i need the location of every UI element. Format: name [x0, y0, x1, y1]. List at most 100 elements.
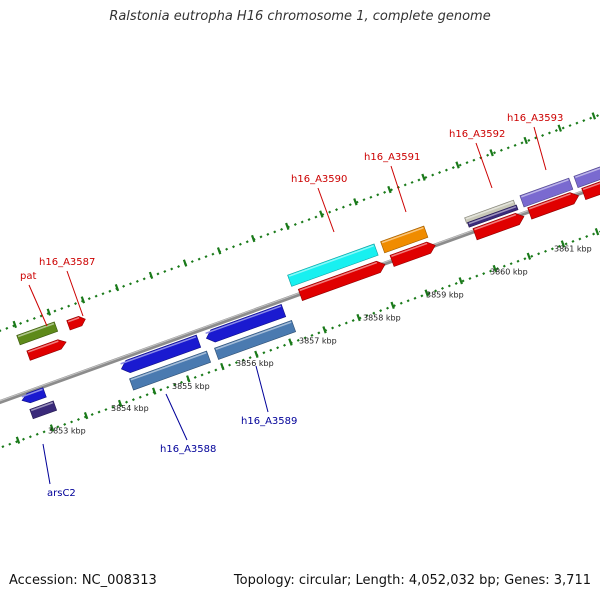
minor-tick — [39, 314, 43, 318]
minor-tick — [427, 291, 431, 295]
minor-tick — [383, 190, 387, 194]
minor-tick — [331, 326, 335, 330]
major-tick — [455, 161, 460, 169]
minor-tick — [293, 222, 297, 226]
feature-blue-cds — [120, 334, 202, 373]
minor-tick — [328, 210, 332, 214]
minor-tick — [513, 143, 517, 147]
feature-red-cds — [581, 181, 600, 201]
reverse-tick-row — [1, 228, 600, 449]
minor-tick — [454, 281, 458, 285]
minor-tick — [74, 302, 78, 306]
feature-navy-cds — [467, 204, 519, 228]
feature-highlight — [582, 182, 600, 191]
feature-body — [21, 387, 47, 404]
minor-tick — [438, 171, 442, 175]
feature-highlight — [474, 214, 517, 231]
minor-tick — [486, 153, 490, 157]
minor-tick — [372, 311, 376, 315]
feature-body — [297, 260, 386, 301]
gene-leader-line — [475, 142, 493, 189]
minor-tick — [245, 240, 249, 244]
minor-tick — [248, 356, 252, 360]
major-tick — [523, 136, 528, 145]
minor-tick — [60, 307, 64, 311]
gene-label: arsC2 — [47, 488, 76, 499]
minor-tick — [527, 138, 531, 142]
gene-label: pat — [20, 271, 36, 282]
feature-highlight — [575, 167, 600, 179]
feature-highlight — [17, 322, 55, 338]
minor-tick — [76, 417, 80, 421]
minor-tick — [440, 286, 444, 290]
ruler-label: 3859 kbp — [426, 291, 464, 300]
minor-tick — [317, 331, 321, 335]
minor-tick — [365, 314, 369, 318]
major-tick — [322, 326, 327, 334]
feature-body — [472, 212, 525, 241]
feature-body — [129, 350, 212, 391]
minor-tick — [111, 405, 115, 409]
feature-highlight — [391, 242, 428, 258]
minor-tick — [530, 254, 534, 258]
minor-tick — [585, 234, 589, 238]
major-tick — [390, 301, 395, 309]
minor-tick — [589, 116, 593, 120]
feature-body — [380, 225, 429, 254]
minor-tick — [177, 265, 181, 269]
major-tick — [114, 283, 120, 292]
minor-tick — [413, 296, 417, 300]
minor-tick — [238, 242, 242, 246]
minor-tick — [8, 442, 12, 446]
minor-tick — [376, 193, 380, 197]
major-tick — [83, 411, 89, 420]
feature-body — [29, 400, 58, 420]
minor-tick — [475, 274, 479, 278]
major-tick — [216, 247, 222, 255]
feature-highlight — [521, 179, 569, 198]
minor-tick — [197, 257, 201, 261]
minor-tick — [166, 385, 170, 389]
minor-tick — [145, 393, 149, 397]
feature-red-cds — [26, 339, 67, 361]
minor-tick — [280, 227, 284, 231]
gene-label: h16_A3590 — [291, 174, 347, 185]
minor-tick — [537, 252, 541, 256]
major-tick — [560, 240, 566, 248]
gene-label: h16_A3592 — [449, 129, 505, 140]
minor-tick — [67, 304, 71, 308]
minor-tick — [431, 173, 435, 177]
minor-tick — [582, 119, 586, 123]
minor-tick — [207, 370, 211, 374]
minor-tick — [575, 121, 579, 125]
minor-tick — [232, 245, 236, 249]
minor-tick — [135, 279, 139, 283]
minor-tick — [142, 277, 146, 281]
minor-tick — [389, 188, 393, 192]
major-tick — [80, 296, 86, 304]
minor-tick — [547, 131, 551, 135]
minor-tick — [300, 220, 304, 224]
minor-tick — [506, 146, 510, 150]
feature-olive-cds — [16, 321, 59, 346]
feature-cyan-cds — [287, 243, 379, 287]
minor-tick — [1, 445, 5, 449]
feature-red-cds — [66, 316, 86, 331]
major-tick — [254, 350, 259, 358]
feature-body — [389, 241, 436, 267]
minor-tick — [35, 432, 39, 436]
minor-tick — [87, 297, 91, 301]
minor-tick — [193, 375, 197, 379]
minor-tick — [355, 200, 359, 204]
major-tick — [591, 112, 597, 120]
minor-tick — [468, 277, 472, 281]
minor-tick — [53, 309, 57, 313]
ruler-label: 3855 kbp — [172, 382, 210, 391]
feature-red-cds — [527, 192, 580, 220]
minor-tick — [417, 178, 421, 182]
ruler-label: 3858 kbp — [363, 313, 401, 322]
feature-body — [26, 339, 67, 361]
minor-tick — [108, 289, 112, 293]
feature-navy-cds — [29, 400, 58, 420]
major-tick — [182, 259, 188, 267]
